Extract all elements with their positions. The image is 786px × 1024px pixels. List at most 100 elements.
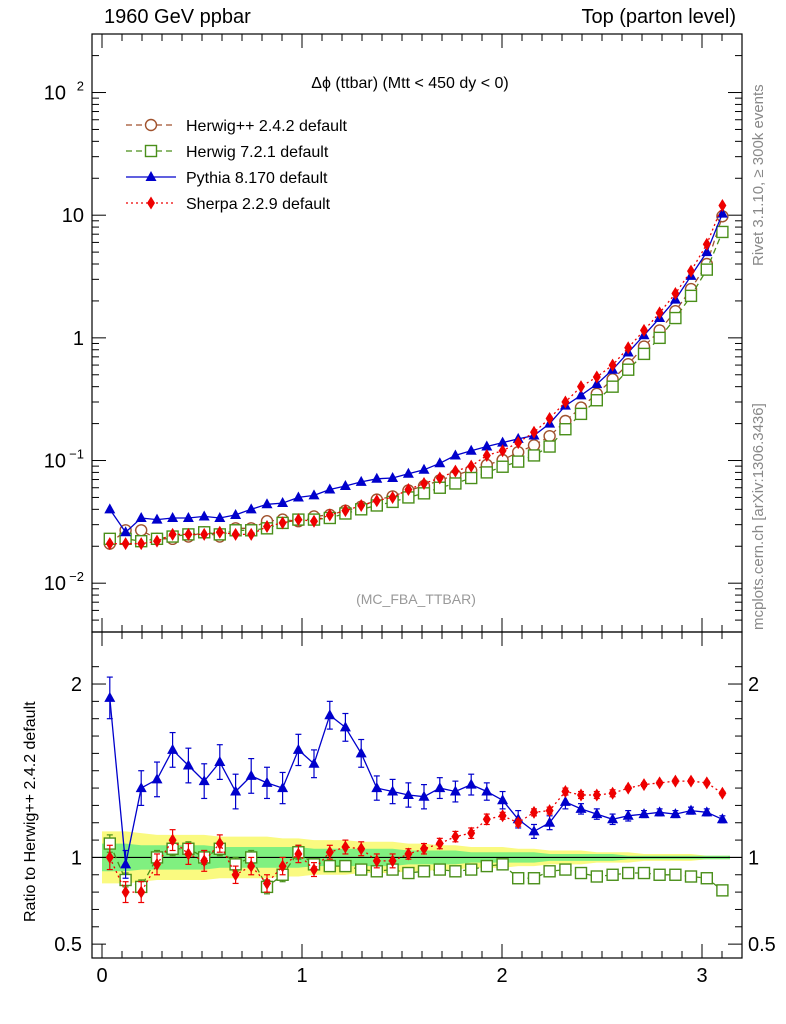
data-point (528, 825, 540, 836)
data-point (292, 743, 304, 754)
y-tick-label: 10 (44, 83, 66, 105)
ratio-panel: 2 2 1 1 0.5 0.5 0 1 2 3 (54, 631, 776, 987)
data-point (608, 786, 617, 800)
data-point (669, 868, 682, 881)
x-tick-label: 2 (496, 965, 507, 987)
data-point (449, 785, 461, 796)
data-point (324, 483, 336, 494)
data-point (449, 477, 462, 490)
data-point (700, 872, 713, 885)
data-point (339, 859, 352, 873)
data-point (671, 286, 680, 300)
ratio-plot-frame (91, 631, 743, 959)
data-point (559, 795, 571, 806)
data-point (263, 519, 271, 533)
y-tick-label: 10 (44, 451, 66, 473)
data-point (638, 808, 650, 819)
data-point (420, 476, 428, 490)
data-point (527, 872, 541, 885)
data-point (543, 440, 556, 453)
data-point (592, 788, 601, 802)
data-point (278, 859, 287, 873)
header-left-label: 1960 GeV ppbar (104, 6, 251, 28)
data-point (716, 813, 728, 824)
data-point (308, 757, 320, 768)
data-point (120, 526, 132, 537)
y-tick-label: 10 (44, 573, 66, 595)
data-point (355, 863, 368, 876)
data-point (577, 788, 585, 802)
data-point (294, 513, 303, 527)
data-point (278, 516, 287, 530)
data-point (480, 466, 493, 479)
data-point (200, 854, 209, 868)
data-point (104, 503, 116, 514)
legend-marker (147, 196, 155, 210)
legend-label: Herwig 7.2.1 default (186, 144, 329, 161)
data-point (543, 429, 556, 443)
ratio-y-tick-label-right: 1 (748, 847, 759, 869)
data-point (465, 863, 478, 876)
data-point (137, 537, 146, 551)
data-point (355, 475, 367, 486)
data-point (637, 866, 651, 880)
data-point (184, 847, 193, 861)
data-point (622, 866, 635, 880)
legend-marker (144, 118, 158, 132)
data-point (684, 870, 698, 883)
data-point (701, 246, 713, 257)
legend-label: Herwig++ 2.4.2 default (186, 118, 348, 135)
data-point (606, 868, 619, 881)
ratio-y-tick-label-right: 2 (748, 674, 759, 696)
data-point (435, 471, 444, 485)
data-point (121, 537, 130, 551)
data-point (310, 514, 318, 528)
data-point (685, 804, 697, 815)
data-point (545, 804, 554, 818)
data-point (231, 868, 240, 882)
series-line (109, 843, 723, 891)
data-point (182, 759, 194, 770)
data-point (606, 380, 619, 393)
data-point (559, 423, 572, 436)
data-point (575, 389, 587, 400)
data-point (418, 790, 430, 801)
legend-marker (144, 144, 158, 158)
data-point (418, 463, 430, 474)
data-point (137, 885, 146, 899)
data-point (700, 263, 713, 276)
y-tick-exponent: −1 (69, 447, 84, 462)
data-point (716, 884, 729, 897)
data-point (339, 721, 351, 732)
y-tick-exponent: −2 (69, 569, 84, 584)
data-point (120, 858, 132, 869)
data-point (357, 498, 366, 512)
data-point (669, 808, 681, 819)
plot-title: Δϕ (ttbar) (Mtt < 450 dy < 0) (311, 75, 509, 92)
data-point (245, 503, 257, 514)
series-herwig_7 (103, 225, 729, 548)
data-point (153, 857, 161, 871)
series-line (109, 231, 724, 542)
data-point (277, 782, 289, 793)
data-point (247, 527, 256, 541)
data-point (263, 876, 271, 890)
data-point (716, 225, 729, 239)
data-point (671, 774, 680, 788)
data-point (527, 439, 541, 452)
data-point (482, 812, 491, 826)
data-point (467, 826, 476, 840)
series-herwig_pp (103, 210, 729, 550)
data-point (324, 709, 336, 720)
data-point (198, 510, 210, 521)
data-point (277, 497, 289, 508)
data-point (292, 491, 304, 502)
ratio-series-pythia (104, 676, 728, 879)
data-point (481, 785, 493, 796)
legend-label: Pythia 8.170 default (186, 170, 328, 187)
y-tick-label: 10 (62, 205, 84, 227)
data-point (574, 407, 588, 421)
data-point (449, 865, 462, 878)
